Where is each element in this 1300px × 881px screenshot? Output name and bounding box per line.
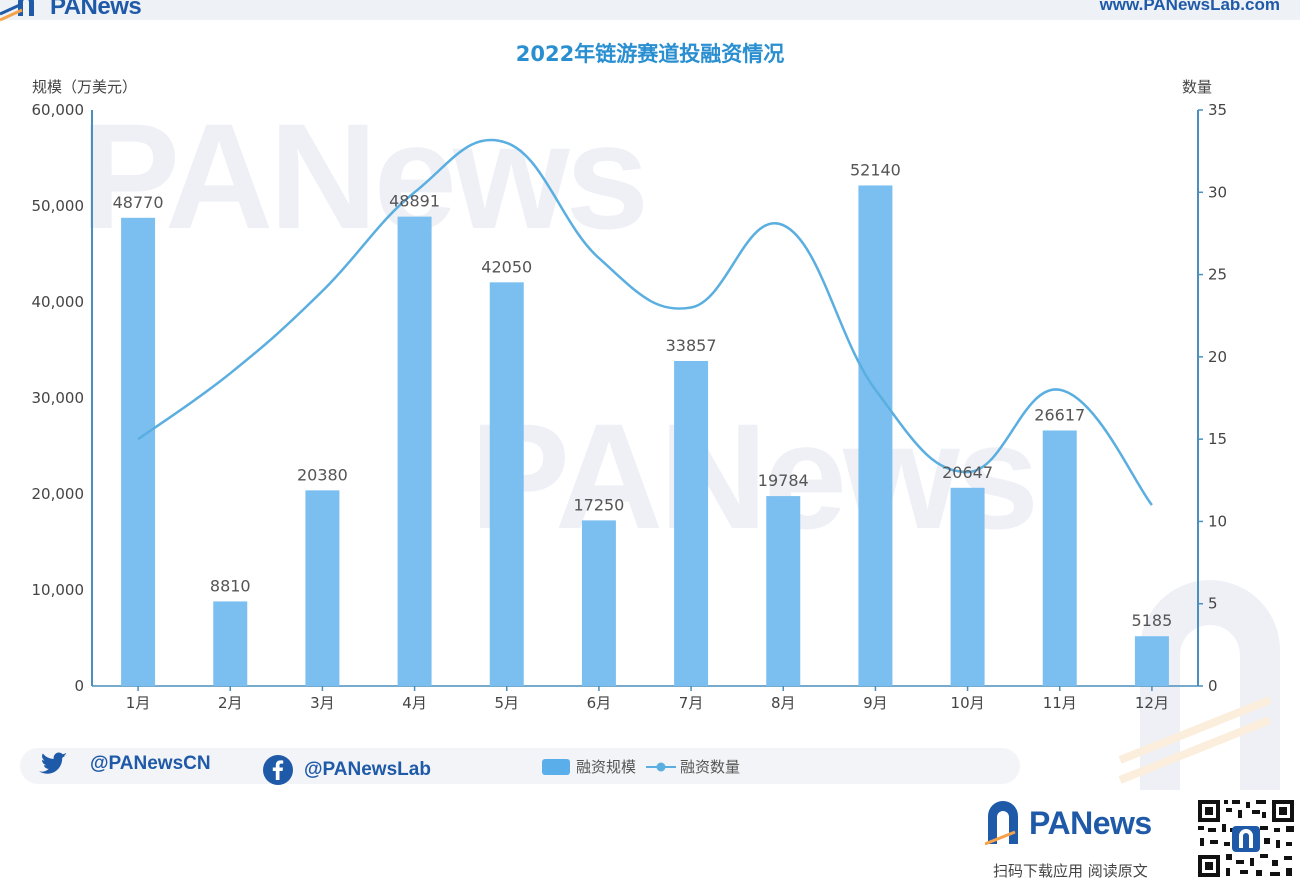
facebook-handle[interactable]: @PANewsLab xyxy=(262,754,431,786)
bar-data-label: 20647 xyxy=(942,463,993,482)
y-left-tick-label: 0 xyxy=(74,677,84,695)
bar-data-label: 5185 xyxy=(1132,611,1173,630)
facebook-handle-text: @PANewsLab xyxy=(304,759,431,781)
x-tick-label: 7月 xyxy=(679,694,704,712)
bar xyxy=(766,496,800,686)
bar xyxy=(121,218,155,686)
x-tick-label: 5月 xyxy=(494,694,519,712)
twitter-handle-text: @PANewsCN xyxy=(90,753,211,775)
footer-brand-text: PANews xyxy=(1029,805,1152,842)
bar xyxy=(490,282,524,686)
x-tick-label: 1月 xyxy=(126,694,151,712)
bar-data-label: 48891 xyxy=(389,192,440,211)
panews-logo-icon xyxy=(985,800,1021,846)
facebook-icon xyxy=(262,754,294,786)
bar-data-label: 52140 xyxy=(850,160,901,179)
y-left-tick-label: 50,000 xyxy=(32,197,85,215)
y-left-tick-label: 20,000 xyxy=(32,485,85,503)
legend-series-line: 融资数量 xyxy=(680,756,740,777)
y-right-axis-label: 数量 xyxy=(1182,78,1212,96)
y-right-tick-label: 15 xyxy=(1208,430,1227,448)
bar xyxy=(1135,636,1169,686)
y-right-tick-label: 20 xyxy=(1208,348,1227,366)
x-tick-label: 2月 xyxy=(218,694,243,712)
x-tick-label: 10月 xyxy=(951,694,985,712)
y-left-tick-label: 40,000 xyxy=(32,293,85,311)
y-right-tick-label: 5 xyxy=(1208,595,1218,613)
bar xyxy=(674,361,708,686)
qr-code[interactable] xyxy=(1196,798,1296,879)
x-tick-label: 11月 xyxy=(1043,694,1077,712)
footer-brand: PANews xyxy=(985,800,1152,846)
legend-line-swatch xyxy=(646,759,676,775)
bar-data-label: 26617 xyxy=(1034,405,1085,424)
y-left-axis-label: 规模（万美元） xyxy=(32,78,137,96)
bar-data-label: 17250 xyxy=(573,495,624,514)
x-tick-label: 6月 xyxy=(587,694,612,712)
bar xyxy=(213,601,247,686)
chart-canvas: 规模（万美元） 数量 0 10,000 20,000 30,000 40,000 50,0… xyxy=(0,0,1300,740)
y-left-tick-label: 60,000 xyxy=(32,101,85,119)
x-tick-label: 12月 xyxy=(1135,694,1169,712)
x-tick-label: 9月 xyxy=(863,694,888,712)
bar-data-label: 42050 xyxy=(481,257,532,276)
y-right-tick-label: 0 xyxy=(1208,677,1218,695)
bar-data-label: 19784 xyxy=(758,471,809,490)
bar-data-label: 8810 xyxy=(210,576,251,595)
y-right-tick-label: 30 xyxy=(1208,183,1227,201)
y-left-tick-label: 10,000 xyxy=(32,581,85,599)
bar xyxy=(398,217,432,686)
y-right-tick-label: 25 xyxy=(1208,266,1227,284)
bar-data-label: 48770 xyxy=(113,193,164,212)
legend-bar-swatch xyxy=(542,759,570,775)
x-tick-label: 8月 xyxy=(771,694,796,712)
scan-caption: 扫码下载应用 阅读原文 xyxy=(993,860,1148,881)
y-left-tick-label: 30,000 xyxy=(32,389,85,407)
y-right-tick-label: 10 xyxy=(1208,512,1227,530)
x-tick-label: 3月 xyxy=(310,694,335,712)
count-line xyxy=(138,140,1152,505)
twitter-icon xyxy=(38,752,68,776)
bar xyxy=(305,490,339,686)
twitter-handle[interactable]: @PANewsCN xyxy=(38,752,211,776)
chart-legend: 融资规模 融资数量 xyxy=(542,756,740,777)
bar xyxy=(858,185,892,686)
bar xyxy=(951,488,985,686)
x-tick-label: 4月 xyxy=(402,694,427,712)
bar-data-label: 33857 xyxy=(666,336,717,355)
bar xyxy=(1043,430,1077,686)
bar xyxy=(582,520,616,686)
bar-data-label: 20380 xyxy=(297,465,348,484)
legend-series-bar: 融资规模 xyxy=(576,756,636,777)
y-right-tick-label: 35 xyxy=(1208,101,1227,119)
